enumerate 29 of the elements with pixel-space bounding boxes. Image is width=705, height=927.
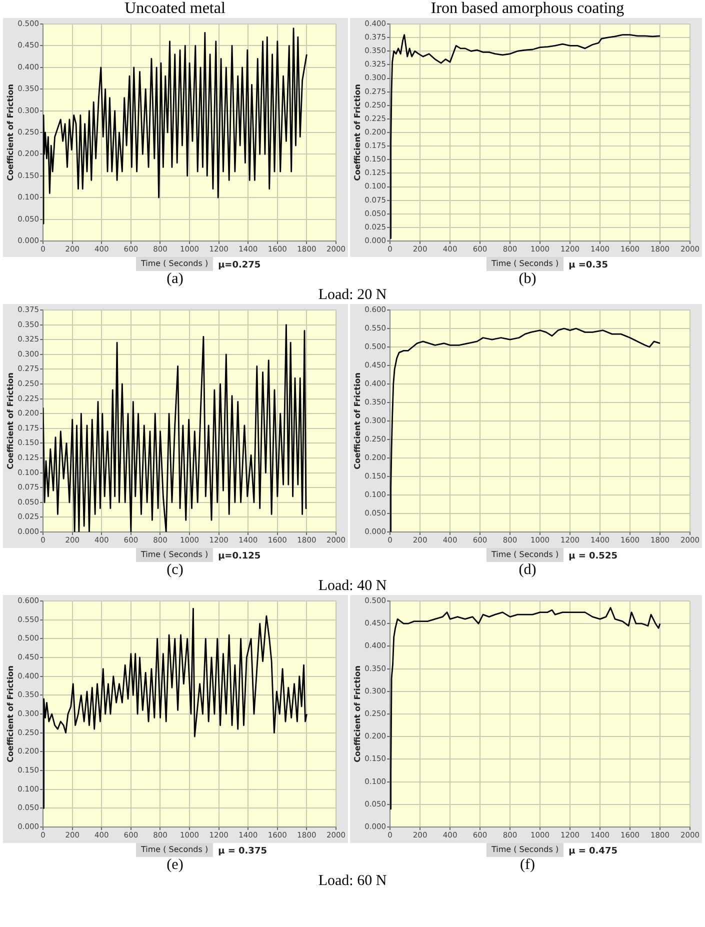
text: μ = 0.475 [568, 846, 618, 856]
x-axis-title: Time ( Seconds ) [490, 845, 559, 854]
y-axis-title: Coefficient of Friction [352, 372, 362, 470]
x-axis-title: Time ( Seconds ) [140, 550, 208, 560]
x-axis-title: Time ( Seconds ) [140, 845, 208, 854]
text: Load: 20 N [317, 287, 388, 304]
y-axis-title: Coefficient of Friction [6, 372, 15, 470]
y-axis-title: Coefficient of Friction [6, 665, 15, 762]
text: Load: 40 N [317, 578, 388, 595]
text: (c) [166, 562, 184, 578]
text: (e) [166, 857, 184, 873]
text: μ = 0.375 [218, 846, 267, 856]
text: (a) [166, 271, 184, 287]
text: μ=0.275 [218, 260, 261, 270]
text: (d) [518, 562, 538, 578]
text: Load: 60 N [317, 873, 388, 890]
x-axis-title: Time ( Seconds ) [490, 550, 559, 560]
chart-title: Iron based amorphous coating [430, 0, 626, 18]
text: (f) [519, 857, 536, 873]
chart-title: Uncoated metal [124, 0, 226, 18]
x-axis-title: Time ( Seconds ) [140, 259, 208, 268]
y-axis-title: Coefficient of Friction [6, 84, 15, 181]
x-axis-title: Time ( Seconds ) [490, 259, 559, 268]
text: μ=0.125 [218, 551, 261, 562]
y-axis-title: Coefficient of Friction [352, 84, 362, 181]
y-axis-title: Coefficient of Friction [352, 665, 362, 762]
text: μ = 0.525 [568, 551, 618, 562]
text: μ =0.35 [568, 260, 608, 270]
text: (b) [518, 271, 538, 287]
